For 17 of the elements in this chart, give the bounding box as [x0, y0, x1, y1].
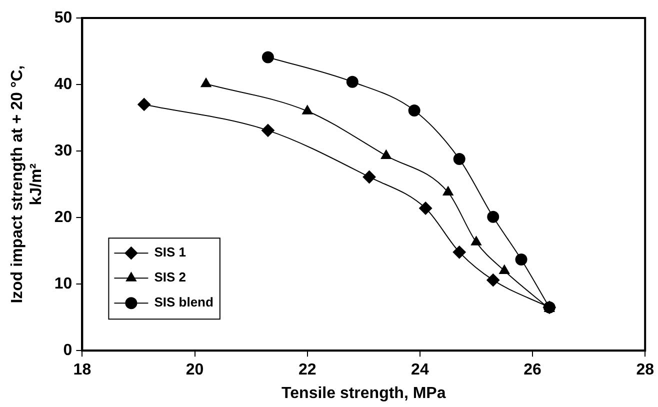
x-tick-label: 26	[524, 362, 542, 379]
x-tick-label: 28	[636, 362, 654, 379]
y-tick-label: 10	[54, 275, 72, 292]
y-tick-label: 0	[63, 342, 72, 360]
x-tick-label: 24	[411, 362, 429, 379]
x-tick-label: 20	[186, 362, 204, 379]
legend-label: SIS 2	[154, 270, 186, 285]
y-axis-title: Izod impact strength at + 20 °C, kJ/m²	[9, 65, 46, 304]
legend-label: SIS 1	[154, 244, 186, 260]
y-tick-label: 30	[54, 142, 72, 160]
x-tick-label: 22	[298, 362, 316, 379]
y-tick-label: 20	[54, 208, 72, 226]
legend-label: SIS blend	[154, 294, 214, 310]
x-tick-label: 18	[73, 362, 92, 379]
x-axis-title: Tensile strength, MPa	[282, 384, 446, 402]
y-tick-label: 50	[54, 9, 72, 26]
y-tick-label: 40	[54, 76, 72, 93]
